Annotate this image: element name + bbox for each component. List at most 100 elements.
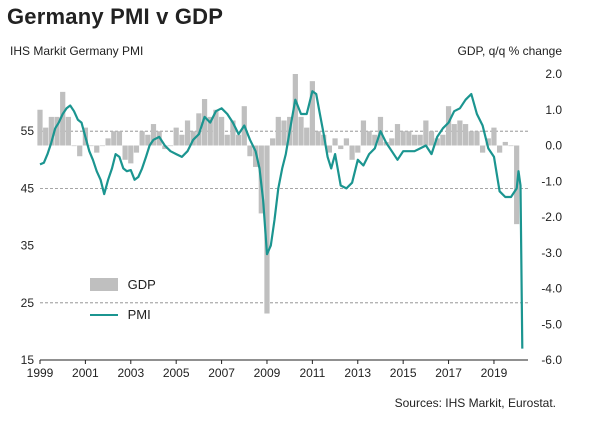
gdp-bar — [201, 99, 208, 146]
left-tick-label: 25 — [21, 296, 35, 310]
x-tick-label: 2011 — [299, 366, 325, 380]
gdp-bar — [88, 145, 94, 147]
left-tick-label: 55 — [21, 124, 35, 138]
gdp-bar — [247, 145, 253, 157]
gdp-bar — [468, 131, 474, 146]
axes: 1999 2001 2003 2005 2007 2009 2011 2013 2015 2017… — [21, 67, 563, 380]
left-axis-title: IHS Markit Germany PMI — [10, 44, 144, 58]
legend-item-gdp: GDP — [90, 276, 156, 292]
right-tick-label: -6.0 — [541, 353, 562, 367]
gdp-bar — [145, 134, 151, 146]
pmi-line — [39, 90, 524, 349]
gdp-bar — [150, 124, 157, 146]
gdp-bar — [235, 134, 242, 146]
legend-label-gdp: GDP — [127, 277, 156, 293]
legend-item-pmi: PMI — [90, 306, 151, 322]
gdp-bar — [179, 134, 185, 146]
gdp-bar — [389, 138, 395, 146]
gdp-bar — [60, 91, 66, 146]
left-tick-label: 35 — [21, 239, 35, 253]
gdp-bar — [508, 145, 514, 147]
gdp-bar — [173, 127, 179, 146]
gdp-bar — [394, 124, 401, 146]
gdp-bar — [355, 145, 361, 153]
gdp-bar — [445, 106, 452, 146]
gdp-bar — [491, 127, 497, 146]
x-tick-label: 2003 — [117, 366, 144, 380]
gdp-bar — [71, 145, 77, 147]
gdp-bar — [434, 138, 440, 146]
left-tick-label: 45 — [21, 181, 35, 195]
gdp-bar — [281, 120, 287, 146]
right-axis-title: GDP, q/q % change — [457, 44, 562, 58]
x-tick-label: 2007 — [208, 366, 235, 380]
right-tick-label: -1.0 — [541, 174, 562, 188]
gdp-bar — [111, 131, 117, 146]
gdp-bar — [349, 145, 355, 160]
gdp-bar — [230, 120, 236, 146]
gdp-bar — [462, 124, 469, 146]
gdp-bar — [440, 134, 446, 146]
gdp-bar — [360, 120, 367, 146]
gdp-bar — [184, 120, 191, 146]
gdp-bar — [315, 131, 321, 146]
gdp-bar — [94, 145, 100, 153]
right-tick-label: 0.0 — [545, 139, 562, 153]
x-tick-label: 2005 — [163, 366, 190, 380]
gdp-bar — [167, 145, 174, 147]
x-tick-label: 2019 — [481, 366, 508, 380]
x-tick-label: 2001 — [72, 366, 99, 380]
x-tick-label: 2013 — [344, 366, 371, 380]
gdp-bar — [497, 145, 503, 153]
gdp-bar — [218, 116, 225, 146]
right-tick-label: 2.0 — [545, 67, 562, 81]
gdp-bar — [292, 74, 298, 146]
x-tick-label: 2009 — [254, 366, 281, 380]
gdp-bar — [213, 109, 219, 146]
gdp-bar — [406, 131, 412, 146]
gdp-bar — [423, 120, 429, 146]
gdp-bar — [105, 138, 111, 146]
legend-swatch-pmi — [90, 313, 118, 316]
gdp-bar — [372, 134, 378, 146]
gdp-bar — [99, 145, 106, 147]
gdp-bar — [428, 131, 435, 146]
gdp-bar — [122, 145, 128, 160]
gdp-bar — [270, 138, 276, 146]
right-tick-label: 1.0 — [545, 103, 562, 117]
legend-label-pmi: PMI — [127, 307, 151, 323]
gdp-bar — [417, 134, 423, 146]
gdp-bar — [298, 116, 304, 146]
gdp-bar — [400, 131, 406, 146]
gdp-bar — [338, 145, 344, 150]
gdp-bar — [65, 116, 71, 146]
x-tick-label: 2017 — [435, 366, 462, 380]
gdp-bar — [77, 145, 83, 157]
chart-title: Germany PMI v GDP — [7, 4, 224, 29]
gdp-bar — [457, 120, 463, 146]
source-note: Sources: IHS Markit, Eurostat. — [394, 396, 556, 410]
right-tick-label: -5.0 — [541, 317, 562, 331]
gdp-bar — [37, 109, 43, 146]
gdp-bar — [332, 138, 338, 146]
gdp-bar — [139, 131, 145, 146]
gdp-bar — [343, 138, 350, 146]
gdp-bar — [224, 134, 230, 146]
gdp-bar — [479, 145, 486, 153]
gdp-bar — [264, 145, 270, 314]
gdp-bar — [54, 116, 60, 146]
x-tick-label: 2015 — [390, 366, 417, 380]
gdp-bar — [196, 113, 202, 146]
gdp-bar — [411, 134, 418, 146]
gdp-bar — [48, 116, 54, 146]
gdp-bar — [207, 116, 213, 146]
right-tick-label: -2.0 — [541, 210, 562, 224]
gdp-bar — [275, 116, 281, 146]
gdp-bar — [128, 145, 134, 164]
gdp-bar — [116, 131, 123, 146]
gdp-bar — [451, 124, 457, 146]
right-tick-label: -4.0 — [541, 282, 562, 296]
gdp-bar — [474, 131, 480, 146]
x-tick-label: 1999 — [27, 366, 54, 380]
